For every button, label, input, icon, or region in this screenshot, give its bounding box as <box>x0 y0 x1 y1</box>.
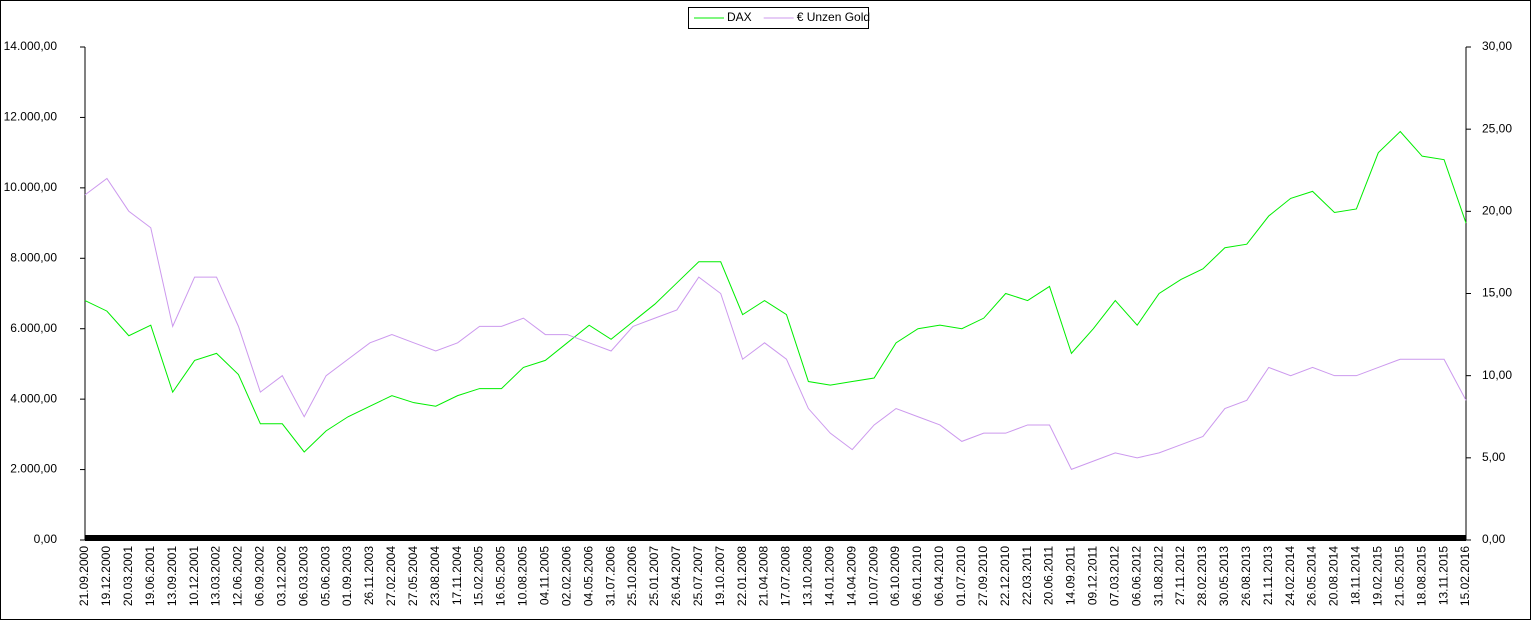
y2-tick-label: 30,00 <box>1482 39 1512 53</box>
x-tick-label: 03.12.2002 <box>274 546 288 606</box>
x-tick-label: 17.07.2008 <box>779 546 793 606</box>
x-tick-label: 18.11.2014 <box>1349 546 1363 605</box>
x-tick-label: 12.06.2002 <box>231 546 245 606</box>
x-tick-label: 10.08.2005 <box>516 546 530 606</box>
x-tick-label: 27.11.2012 <box>1173 546 1187 605</box>
y-tick-label: 0,00 <box>34 532 58 546</box>
x-tick-label: 18.08.2015 <box>1414 546 1428 606</box>
x-tick-label: 25.01.2007 <box>647 546 661 606</box>
x-tick-label: 25.10.2006 <box>625 546 639 606</box>
x-tick-label: 21.11.2013 <box>1261 546 1275 605</box>
x-tick-label: 26.04.2007 <box>669 546 683 606</box>
x-tick-label: 21.04.2008 <box>757 546 771 606</box>
x-axis <box>85 535 1466 541</box>
y2-tick-label: 15,00 <box>1482 286 1512 300</box>
x-tick-label: 22.01.2008 <box>735 546 749 606</box>
x-tick-label: 31.07.2006 <box>603 546 617 606</box>
x-tick-label: 28.02.2013 <box>1195 546 1209 606</box>
x-tick-label: 14.09.2011 <box>1064 546 1078 605</box>
x-tick-label: 20.03.2001 <box>121 546 135 606</box>
x-tick-label: 17.11.2004 <box>450 546 464 605</box>
x-tick-label: 26.11.2003 <box>362 546 376 605</box>
x-tick-label: 27.02.2004 <box>384 546 398 606</box>
x-tick-label: 20.06.2011 <box>1042 546 1056 605</box>
x-tick-label: 06.09.2002 <box>253 546 267 606</box>
x-tick-label: 06.03.2003 <box>296 546 310 606</box>
x-tick-label: 04.05.2006 <box>581 546 595 606</box>
x-tick-label: 25.07.2007 <box>691 546 705 606</box>
y2-tick-label: 0,00 <box>1482 532 1506 546</box>
y-tick-label: 8.000,00 <box>10 250 57 264</box>
x-tick-label: 20.08.2014 <box>1327 546 1341 606</box>
legend-label: DAX <box>727 10 752 24</box>
x-tick-label: 01.07.2010 <box>954 546 968 606</box>
x-tick-label: 10.12.2001 <box>187 546 201 606</box>
x-tick-label: 30.05.2013 <box>1217 546 1231 606</box>
x-tick-label: 19.10.2007 <box>713 546 727 606</box>
y-tick-label: 6.000,00 <box>10 321 57 335</box>
x-tick-label: 19.12.2000 <box>99 546 113 606</box>
x-tick-label: 06.06.2012 <box>1129 546 1143 606</box>
x-tick-label: 10.07.2009 <box>866 546 880 606</box>
y-tick-label: 2.000,00 <box>10 462 57 476</box>
legend-label: € Unzen Gold <box>797 10 870 24</box>
y2-tick-label: 10,00 <box>1482 368 1512 382</box>
x-tick-label: 02.02.2006 <box>559 546 573 606</box>
x-tick-label: 21.09.2000 <box>77 546 91 606</box>
data-line <box>84 130 1467 453</box>
x-tick-label: 04.11.2005 <box>538 546 552 605</box>
x-tick-label: 14.04.2009 <box>844 546 858 606</box>
x-tick-label: 22.12.2010 <box>998 546 1012 606</box>
y-tick-label: 12.000,00 <box>4 110 58 124</box>
x-tick-label: 06.10.2009 <box>888 546 902 606</box>
x-tick-label: 24.02.2014 <box>1283 546 1297 606</box>
y-tick-label: 10.000,00 <box>4 180 58 194</box>
x-tick-label: 15.02.2005 <box>472 546 486 606</box>
x-tick-label: 01.09.2003 <box>340 546 354 606</box>
x-tick-label: 19.02.2015 <box>1370 546 1384 606</box>
x-tick-label: 26.08.2013 <box>1239 546 1253 606</box>
x-tick-label: 09.12.2011 <box>1086 546 1100 605</box>
y2-tick-label: 25,00 <box>1482 121 1512 135</box>
x-tick-label: 16.05.2005 <box>494 546 508 606</box>
x-tick-label: 26.05.2014 <box>1305 546 1319 606</box>
x-tick-label: 14.01.2009 <box>822 546 836 606</box>
x-tick-label: 21.05.2015 <box>1392 546 1406 606</box>
y2-tick-label: 5,00 <box>1482 450 1506 464</box>
x-tick-label: 22.03.2011 <box>1020 546 1034 605</box>
x-tick-label: 27.05.2004 <box>406 546 420 606</box>
x-tick-label: 31.08.2012 <box>1151 546 1165 606</box>
x-tick-label: 15.02.2016 <box>1458 546 1472 606</box>
y-tick-label: 14.000,00 <box>4 39 58 53</box>
x-tick-label: 13.10.2008 <box>801 546 815 606</box>
x-tick-label: 27.09.2010 <box>976 546 990 606</box>
x-tick-label: 06.01.2010 <box>910 546 924 606</box>
x-tick-label: 19.06.2001 <box>143 546 157 606</box>
x-tick-label: 23.08.2004 <box>428 546 442 606</box>
y-tick-label: 4.000,00 <box>10 391 57 405</box>
x-tick-label: 05.06.2003 <box>318 546 332 606</box>
x-tick-label: 06.04.2010 <box>932 546 946 606</box>
data-line <box>84 177 1467 470</box>
y2-tick-label: 20,00 <box>1482 204 1512 218</box>
x-tick-label: 13.03.2002 <box>209 546 223 606</box>
x-tick-label: 13.09.2001 <box>165 546 179 606</box>
x-tick-label: 13.11.2015 <box>1436 546 1450 605</box>
x-tick-label: 07.03.2012 <box>1107 546 1121 606</box>
